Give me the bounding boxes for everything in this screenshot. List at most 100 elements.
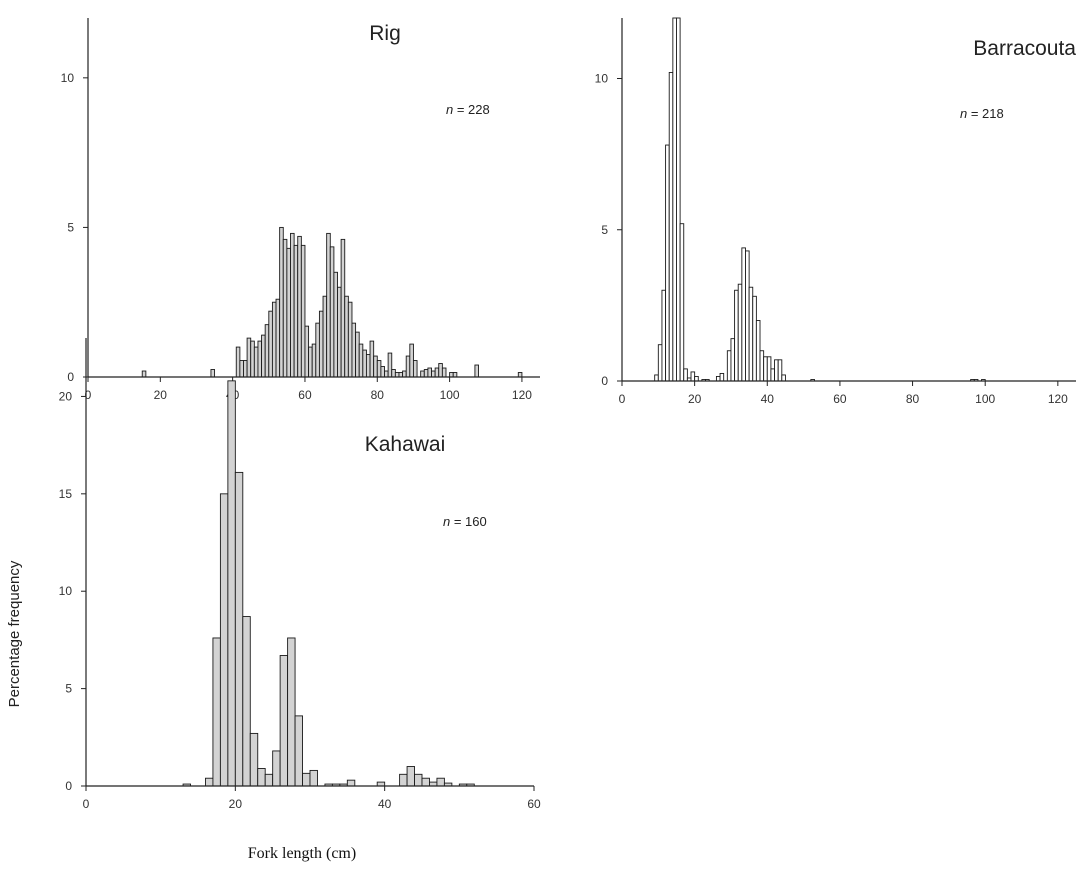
rig-bar (380, 366, 385, 378)
kahawai-y-tick-label: 15 (59, 487, 73, 501)
rig-bar (268, 310, 273, 378)
barracouta-bar (766, 356, 772, 382)
rig-bar (373, 355, 378, 378)
rig-bar (402, 370, 407, 378)
rig-bar (391, 369, 396, 378)
rig-bar (271, 301, 277, 378)
kahawai-bar (219, 493, 229, 787)
rig-bar (246, 337, 252, 378)
barracouta-bar (730, 338, 736, 382)
rig-bar (351, 322, 357, 378)
barracouta-bar (726, 350, 732, 382)
barracouta-bar (763, 356, 768, 382)
rig-bar (434, 367, 440, 378)
barracouta-y-tick-label: 0 (601, 374, 608, 388)
rig-bar (344, 295, 349, 378)
barracouta-bar (752, 295, 757, 382)
rig-x-tick-label: 20 (154, 388, 168, 402)
kahawai-y-tick-label: 20 (59, 389, 73, 403)
kahawai-bar (302, 772, 311, 787)
kahawai-sample-size-value: = 160 (450, 514, 487, 529)
barracouta-bar (668, 71, 674, 382)
rig-bar (452, 372, 458, 378)
barracouta-bar (661, 289, 667, 382)
rig-x-tick-label: 0 (85, 388, 92, 402)
barracouta-bar (774, 359, 779, 382)
barracouta-bar (737, 283, 743, 382)
x-axis-title: Fork length (cm) (248, 845, 356, 862)
barracouta-bar (770, 368, 775, 382)
barracouta-y-tick-label: 10 (595, 72, 609, 86)
kahawai-bar (257, 768, 266, 787)
kahawai-bar (279, 655, 289, 787)
rig-bar (431, 370, 436, 378)
rig-bar (405, 355, 411, 378)
barracouta-x-tick-label: 80 (906, 392, 920, 406)
rig-bar (337, 286, 342, 378)
rig-bar (412, 360, 418, 378)
rig-bar (340, 238, 346, 378)
kahawai-bar (212, 637, 221, 787)
barracouta-y-tick-label: 5 (601, 223, 608, 237)
kahawai-y-tick-label: 5 (65, 682, 72, 696)
rig-sample-size: n = 228 (446, 102, 490, 117)
rig-bar (210, 369, 216, 378)
rig-bar (420, 370, 425, 378)
rig-bar (398, 372, 404, 378)
rig-bar (250, 340, 255, 378)
rig-x-tick-label: 120 (512, 388, 532, 402)
barracouta-histogram-panel: 0 20 40 60 80 100 120 0 5 10 Barracouta n = 218 (595, 17, 1076, 406)
barracouta-x-tick-label: 40 (761, 392, 775, 406)
kahawai-bar (294, 715, 303, 787)
rig-bar (300, 244, 306, 378)
rig-bar (333, 271, 338, 378)
rig-y-tick-label: 10 (61, 71, 75, 85)
kahawai-y-tick-label: 10 (59, 584, 73, 598)
rig-bar (318, 310, 324, 378)
rig-y-tick-label: 5 (67, 220, 74, 234)
kahawai-bar (399, 773, 408, 787)
rig-bar (358, 343, 364, 378)
rig-bar (409, 343, 414, 378)
rig-bar (290, 232, 295, 378)
barracouta-bar (741, 247, 746, 382)
rig-bar (474, 364, 479, 378)
kahawai-bar (242, 616, 251, 787)
kahawai-sample-size: n = 160 (443, 514, 487, 529)
barracouta-bar (755, 320, 761, 382)
kahawai-x-tick-label: 60 (527, 797, 541, 811)
kahawai-bar (346, 779, 356, 787)
rig-bar (286, 247, 291, 378)
rig-bar (423, 369, 429, 378)
barracouta-bar (683, 368, 688, 382)
rig-bar (517, 372, 523, 378)
barracouta-bar (781, 374, 786, 382)
barracouta-x-tick-label: 60 (833, 392, 847, 406)
rig-sample-size-symbol: n (446, 102, 453, 117)
rig-bar (311, 343, 317, 378)
rig-title: Rig (369, 22, 401, 45)
kahawai-bar (272, 750, 281, 787)
rig-bar (329, 246, 335, 378)
barracouta-bar (672, 17, 677, 382)
rig-bar (449, 372, 454, 378)
kahawai-x-tick-label: 20 (229, 797, 243, 811)
barracouta-title: Barracouta (973, 37, 1076, 60)
barracouta-bar (676, 17, 681, 382)
rig-y-tick-label: 0 (67, 370, 74, 384)
rig-bar (279, 226, 284, 378)
kahawai-bar (234, 471, 244, 787)
rig-bar (243, 360, 248, 378)
barracouta-bar (657, 344, 663, 382)
rig-bar (387, 352, 393, 378)
rig-bar (438, 363, 443, 378)
rig-bar (264, 324, 270, 378)
barracouta-bar (777, 359, 783, 382)
rig-bar (261, 334, 266, 378)
barracouta-sample-size: n = 218 (960, 106, 1004, 121)
barracouta-bar (759, 350, 765, 382)
rig-bar (394, 372, 400, 378)
rig-bar (322, 295, 328, 378)
barracouta-bar (694, 376, 699, 382)
